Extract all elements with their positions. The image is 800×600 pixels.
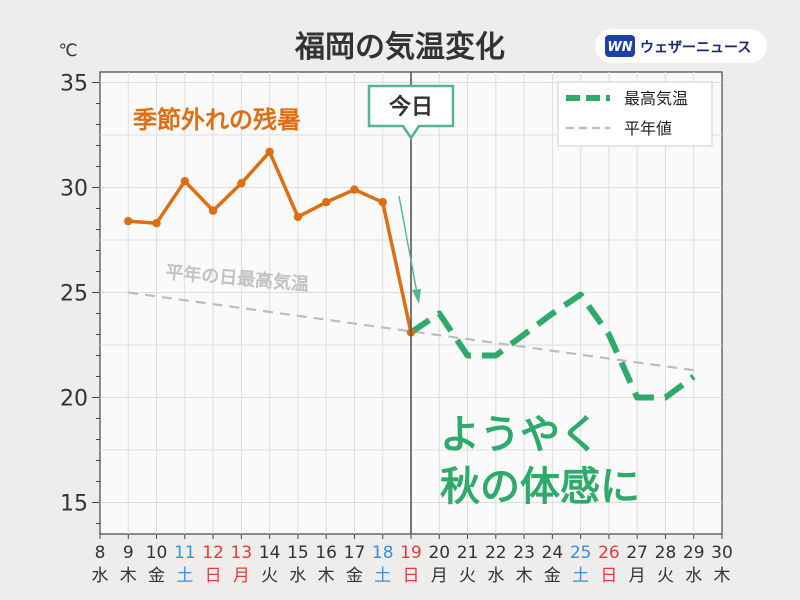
observed-point: [293, 212, 303, 222]
y-unit-label: ℃: [58, 41, 77, 61]
x-tick-day: 30: [711, 543, 733, 563]
today-label: 今日: [389, 94, 433, 120]
x-tick-day: 12: [202, 543, 224, 563]
x-tick-day: 18: [372, 543, 394, 563]
y-tick-label: 25: [60, 282, 88, 307]
forecast-annotation-line1: ようやく: [440, 412, 600, 458]
x-tick-weekday: 月: [431, 566, 448, 586]
x-tick-weekday: 月: [233, 566, 250, 586]
x-tick-day: 22: [485, 543, 507, 563]
x-tick-day: 26: [598, 543, 620, 563]
x-tick-weekday: 金: [544, 566, 561, 586]
observed-point: [350, 185, 359, 194]
x-tick-day: 23: [513, 543, 535, 563]
x-tick-weekday: 日: [205, 566, 222, 586]
x-tick-day: 19: [400, 543, 422, 563]
legend-forecast-label: 最高気温: [624, 89, 688, 108]
x-tick-weekday: 木: [120, 566, 137, 586]
x-tick-day: 16: [315, 543, 337, 563]
forecast-annotation-line2: 秋の体感に: [440, 464, 640, 510]
x-tick-weekday: 土: [176, 566, 193, 586]
y-tick-label: 30: [60, 177, 88, 202]
x-tick-day: 20: [428, 543, 450, 563]
x-tick-day: 27: [626, 543, 648, 563]
legend: 最高気温 平年値: [557, 81, 713, 147]
observed-point: [237, 179, 246, 188]
today-arrow: [398, 195, 421, 304]
y-tick-label: 35: [60, 72, 88, 97]
today-callout: 今日: [367, 84, 455, 141]
brand-logo-mark: WN: [607, 40, 632, 55]
x-tick-day: 8: [95, 543, 106, 563]
x-tick-day: 29: [683, 543, 705, 563]
x-tick-weekday: 水: [685, 566, 702, 586]
x-tick-weekday: 火: [459, 566, 476, 586]
x-tick-day: 14: [259, 543, 281, 563]
x-tick-day: 21: [457, 543, 479, 563]
x-tick-weekday: 火: [657, 566, 674, 586]
forecast-series-line: [409, 291, 696, 401]
x-tick-day: 17: [344, 543, 366, 563]
x-tick-weekday: 土: [572, 566, 589, 586]
observed-point: [378, 198, 387, 207]
observed-points: [124, 147, 416, 337]
x-tick-day: 13: [231, 543, 253, 563]
x-tick-day: 9: [123, 543, 134, 563]
x-tick-day: 25: [570, 543, 592, 563]
x-tick-day: 10: [146, 543, 168, 563]
x-tick-weekday: 木: [318, 566, 335, 586]
brand-name: ウェザーニュース: [640, 40, 751, 56]
x-tick-weekday: 土: [374, 566, 391, 586]
observed-point: [152, 219, 161, 228]
x-axis: 8水9木10金11土12日13月14火15水16木17金18土19日20月21火…: [92, 534, 733, 586]
x-tick-day: 11: [174, 543, 196, 563]
observed-point: [208, 206, 218, 215]
x-tick-weekday: 金: [346, 566, 363, 586]
x-tick-weekday: 日: [403, 566, 420, 586]
x-tick-weekday: 水: [92, 566, 109, 586]
y-tick-label: 15: [60, 492, 88, 517]
observed-point: [180, 177, 190, 186]
x-tick-weekday: 火: [261, 566, 278, 586]
x-tick-day: 15: [287, 543, 309, 563]
observed-point: [265, 147, 274, 156]
x-tick-weekday: 日: [600, 566, 617, 586]
y-tick-label: 20: [60, 387, 88, 412]
brand-logo: WN ウェザーニュース: [595, 29, 767, 63]
x-tick-day: 24: [542, 543, 564, 563]
x-tick-weekday: 月: [629, 566, 646, 586]
x-tick-weekday: 水: [487, 566, 504, 586]
legend-normal-label: 平年値: [624, 119, 672, 138]
observed-point: [124, 216, 133, 226]
x-tick-weekday: 水: [289, 566, 306, 586]
chart-title: 福岡の気温変化: [294, 30, 505, 65]
x-tick-weekday: 金: [148, 566, 165, 586]
observed-point: [321, 198, 331, 207]
x-tick-weekday: 木: [516, 566, 533, 586]
x-tick-weekday: 木: [714, 566, 731, 586]
x-tick-day: 28: [655, 543, 677, 563]
observed-annotation: 季節外れの残暑: [133, 106, 301, 134]
y-axis: 15 20 25 30 35: [60, 72, 100, 524]
